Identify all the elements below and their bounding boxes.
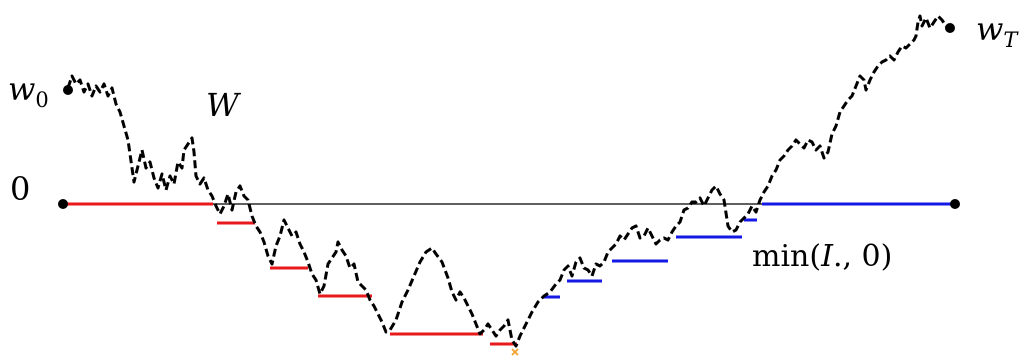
label-w0-sub: 0 [35,88,48,112]
label-wT: wT [976,10,1019,52]
label-min: min(I., 0) [752,239,892,274]
blue-minimum-segments [542,202,955,299]
red-minimum-segments [63,202,517,346]
label-min-var: I [820,239,834,274]
label-zero: 0 [10,170,30,208]
label-w0: w0 [8,70,49,112]
label-wT-main: w [976,10,1003,48]
label-min-prefix: min( [752,239,821,274]
minimum-marker [511,348,519,356]
label-W: W [206,86,242,124]
label-w0-main: w [8,70,35,108]
start-dot [63,85,73,95]
label-min-suffix: ., 0) [833,239,892,274]
axis-left-dot [58,199,68,209]
axis-right-dot [950,199,960,209]
random-path-W [66,14,952,348]
label-wT-sub: T [1003,28,1019,52]
end-dot [945,23,955,33]
